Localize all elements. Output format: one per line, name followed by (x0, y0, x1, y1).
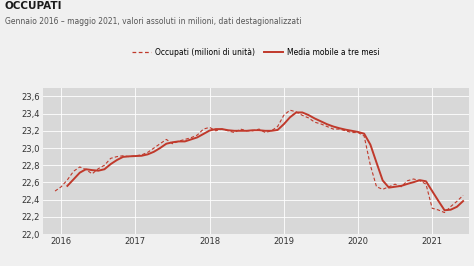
Legend: Occupati (milioni di unità), Media mobile a tre mesi: Occupati (milioni di unità), Media mobil… (132, 48, 380, 57)
Text: Gennaio 2016 – maggio 2021, valori assoluti in milioni, dati destagionalizzati: Gennaio 2016 – maggio 2021, valori assol… (5, 17, 301, 26)
Text: OCCUPATI: OCCUPATI (5, 1, 62, 11)
